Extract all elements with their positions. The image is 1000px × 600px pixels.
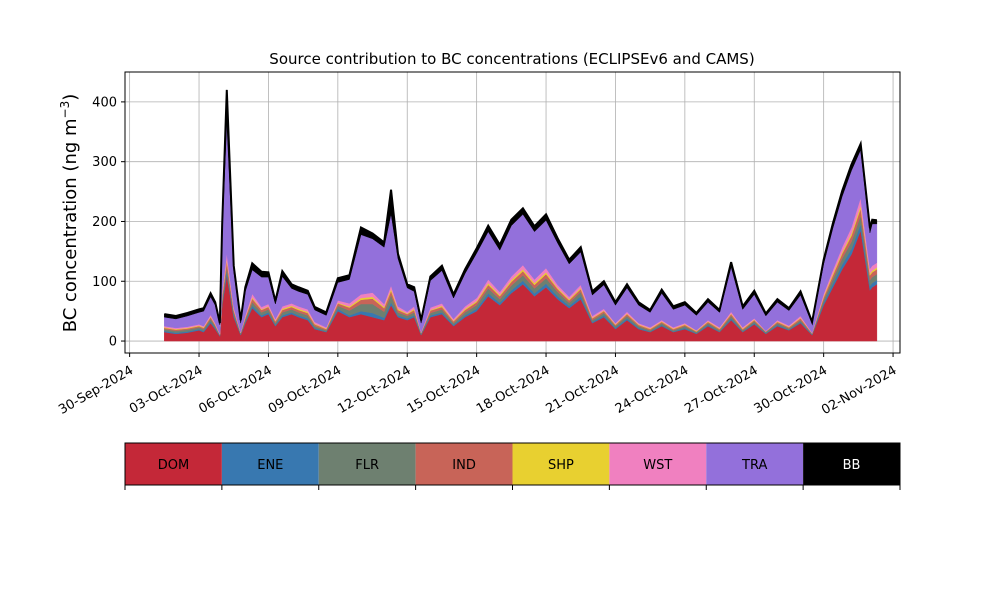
legend-label-flr: FLR [355,458,379,473]
legend-swatch-ene [221,443,319,485]
legend-label-wst: WST [643,458,672,473]
total-outline [164,89,877,326]
chart-title: Source contribution to BC concentrations… [269,50,754,68]
x-tick-label: 02-Nov-2024 [819,363,899,418]
y-tick-label: 400 [92,95,117,110]
x-tick-label: 03-Oct-2024 [127,363,205,417]
legend-swatch-bb [803,443,900,485]
y-tick-label: 300 [92,155,117,170]
legend-label-ind: IND [452,458,476,473]
legend-label-dom: DOM [158,458,189,473]
x-tick-label: 15-Oct-2024 [405,363,483,417]
legend-colorbar: DOM ENE FLR IND SHP WST TRA BB [124,442,901,490]
legend-swatch-flr [318,443,416,485]
legend-swatch-ind [415,443,513,485]
stacked-area-series [164,89,878,342]
legend-label-bb: BB [843,458,861,473]
plot-frame [124,71,901,354]
y-axis-label-close: ) [60,94,81,101]
x-tick-label: 30-Sep-2024 [56,363,136,418]
x-tick-label: 21-Oct-2024 [543,363,621,417]
legend-swatch-tra [706,443,804,485]
x-tick-label: 18-Oct-2024 [474,363,552,417]
x-tick-label: 12-Oct-2024 [335,363,413,417]
x-tick-label: 09-Oct-2024 [266,363,344,417]
y-tick-label: 0 [109,335,117,350]
y-tick-label: 200 [92,215,117,230]
x-tick-label: 30-Oct-2024 [752,363,830,417]
legend-swatch-shp [512,443,610,485]
x-axis-ticks: 30-Sep-202403-Oct-202406-Oct-202409-Oct-… [56,353,899,418]
legend-label-tra: TRA [741,458,767,473]
legend-swatch-dom [125,443,222,485]
y-axis-label-exponent: −3 [58,101,72,119]
legend-label-ene: ENE [257,458,283,473]
x-tick-label: 06-Oct-2024 [196,363,274,417]
legend-swatch-wst [609,443,707,485]
y-axis-ticks: 0 100 200 300 400 [92,95,125,350]
x-tick-label: 27-Oct-2024 [682,363,760,417]
y-axis-label-main: BC concentration (ng m [60,118,81,332]
y-tick-label: 100 [92,275,117,290]
x-tick-label: 24-Oct-2024 [613,363,691,417]
y-axis-label: BC concentration (ng m−3) [58,94,81,333]
legend-label-shp: SHP [548,458,574,473]
